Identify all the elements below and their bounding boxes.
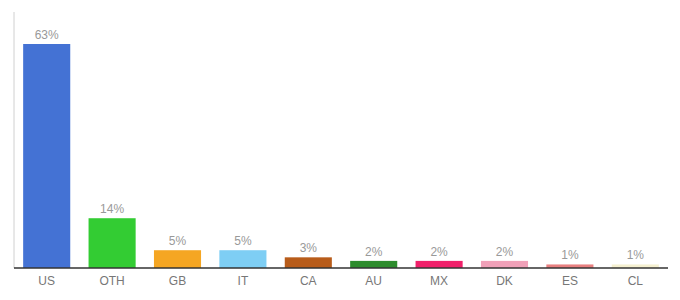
bar [350,261,397,268]
bar [23,44,70,268]
x-tick-label: CL [628,274,644,288]
bar [89,218,136,268]
x-tick-label: IT [238,274,249,288]
y-axis-line [14,12,15,268]
bar [154,250,201,268]
data-label: 2% [496,245,514,259]
bars [23,44,659,268]
x-tick-label: OTH [99,274,124,288]
x-tick-label: CA [300,274,317,288]
x-tick-label: ES [562,274,578,288]
x-tick-label: AU [365,274,382,288]
x-tick-label: GB [169,274,186,288]
bar [481,261,528,268]
x-tick-label: US [38,274,55,288]
data-label: 1% [561,248,579,262]
data-label: 14% [100,202,124,216]
chart-container: US OTH GB IT CA AU MX DK ES CL 63% 14% 5% 5% 3% 2% 2% 2% 1… [0,0,680,300]
data-label: 3% [300,241,318,255]
x-axis-line [14,267,668,269]
data-label: 2% [365,245,383,259]
data-label: 63% [35,28,59,42]
x-tick-label: DK [496,274,513,288]
data-label: 5% [234,234,252,248]
data-label: 5% [169,234,187,248]
data-label: 1% [627,248,645,262]
x-tick-label: MX [430,274,448,288]
bar [285,257,332,268]
chart: US OTH GB IT CA AU MX DK ES CL 63% 14% 5% 5% 3% 2% 2% 2% 1… [0,0,680,300]
data-label: 2% [430,245,448,259]
bar [219,250,266,268]
bar [416,261,463,268]
